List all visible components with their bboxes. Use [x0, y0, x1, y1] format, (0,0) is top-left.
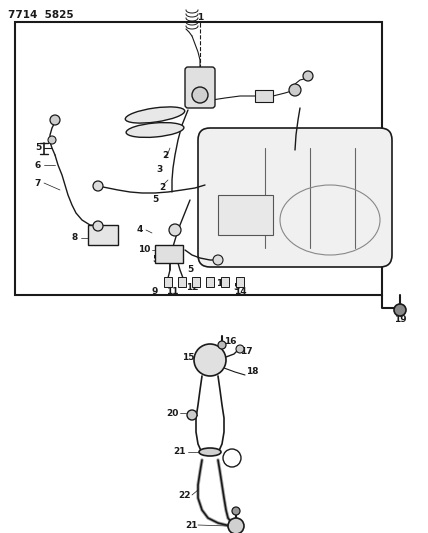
Ellipse shape	[199, 448, 221, 456]
Bar	[255, 90, 273, 102]
Circle shape	[93, 181, 103, 191]
Circle shape	[93, 221, 103, 231]
Circle shape	[213, 255, 223, 265]
Circle shape	[232, 507, 240, 515]
Text: 13: 13	[216, 279, 228, 287]
Text: 5: 5	[35, 143, 41, 152]
Text: 18: 18	[246, 367, 258, 376]
Text: A: A	[229, 454, 235, 463]
Bar	[178, 277, 186, 287]
Text: 9: 9	[152, 287, 158, 296]
Text: 14: 14	[234, 287, 246, 296]
Bar	[88, 225, 118, 245]
Circle shape	[48, 136, 56, 144]
FancyBboxPatch shape	[185, 67, 215, 108]
Text: 15: 15	[182, 353, 194, 362]
Circle shape	[50, 115, 60, 125]
Ellipse shape	[125, 107, 185, 123]
Text: 5: 5	[152, 196, 158, 205]
Circle shape	[218, 341, 226, 349]
Text: 2: 2	[162, 150, 168, 159]
Circle shape	[194, 344, 226, 376]
Bar	[192, 277, 200, 287]
Circle shape	[303, 71, 313, 81]
Ellipse shape	[126, 123, 184, 138]
Circle shape	[394, 304, 406, 316]
Circle shape	[289, 84, 301, 96]
Text: 4: 4	[137, 225, 143, 235]
Text: 7: 7	[35, 179, 41, 188]
Text: 5: 5	[233, 282, 239, 292]
Bar	[164, 277, 172, 287]
Text: 2: 2	[159, 183, 165, 192]
Text: 22: 22	[179, 490, 191, 499]
Circle shape	[192, 87, 208, 103]
Text: 10: 10	[138, 246, 150, 254]
Bar	[221, 277, 229, 287]
Text: 17: 17	[240, 348, 253, 357]
Text: 8: 8	[72, 233, 78, 243]
Circle shape	[223, 449, 241, 467]
Text: 6: 6	[35, 160, 41, 169]
Text: 5: 5	[187, 265, 193, 274]
Text: 19: 19	[394, 316, 406, 325]
Text: 1: 1	[197, 13, 203, 22]
Bar	[218, 195, 273, 235]
Text: 16: 16	[224, 337, 236, 346]
Circle shape	[187, 410, 197, 420]
Text: 7714  5825: 7714 5825	[8, 10, 74, 20]
Text: 12: 12	[186, 282, 198, 292]
Text: 20: 20	[166, 408, 178, 417]
Circle shape	[228, 518, 244, 533]
Text: 21: 21	[186, 521, 198, 529]
Bar	[155, 245, 183, 263]
Circle shape	[169, 224, 181, 236]
Text: 3: 3	[157, 166, 163, 174]
FancyBboxPatch shape	[198, 128, 392, 267]
Circle shape	[236, 345, 244, 353]
Bar	[236, 277, 244, 287]
Bar	[15, 22, 382, 295]
Text: 5: 5	[152, 255, 158, 264]
Text: 11: 11	[166, 287, 178, 296]
Text: 21: 21	[174, 448, 186, 456]
Bar	[206, 277, 214, 287]
